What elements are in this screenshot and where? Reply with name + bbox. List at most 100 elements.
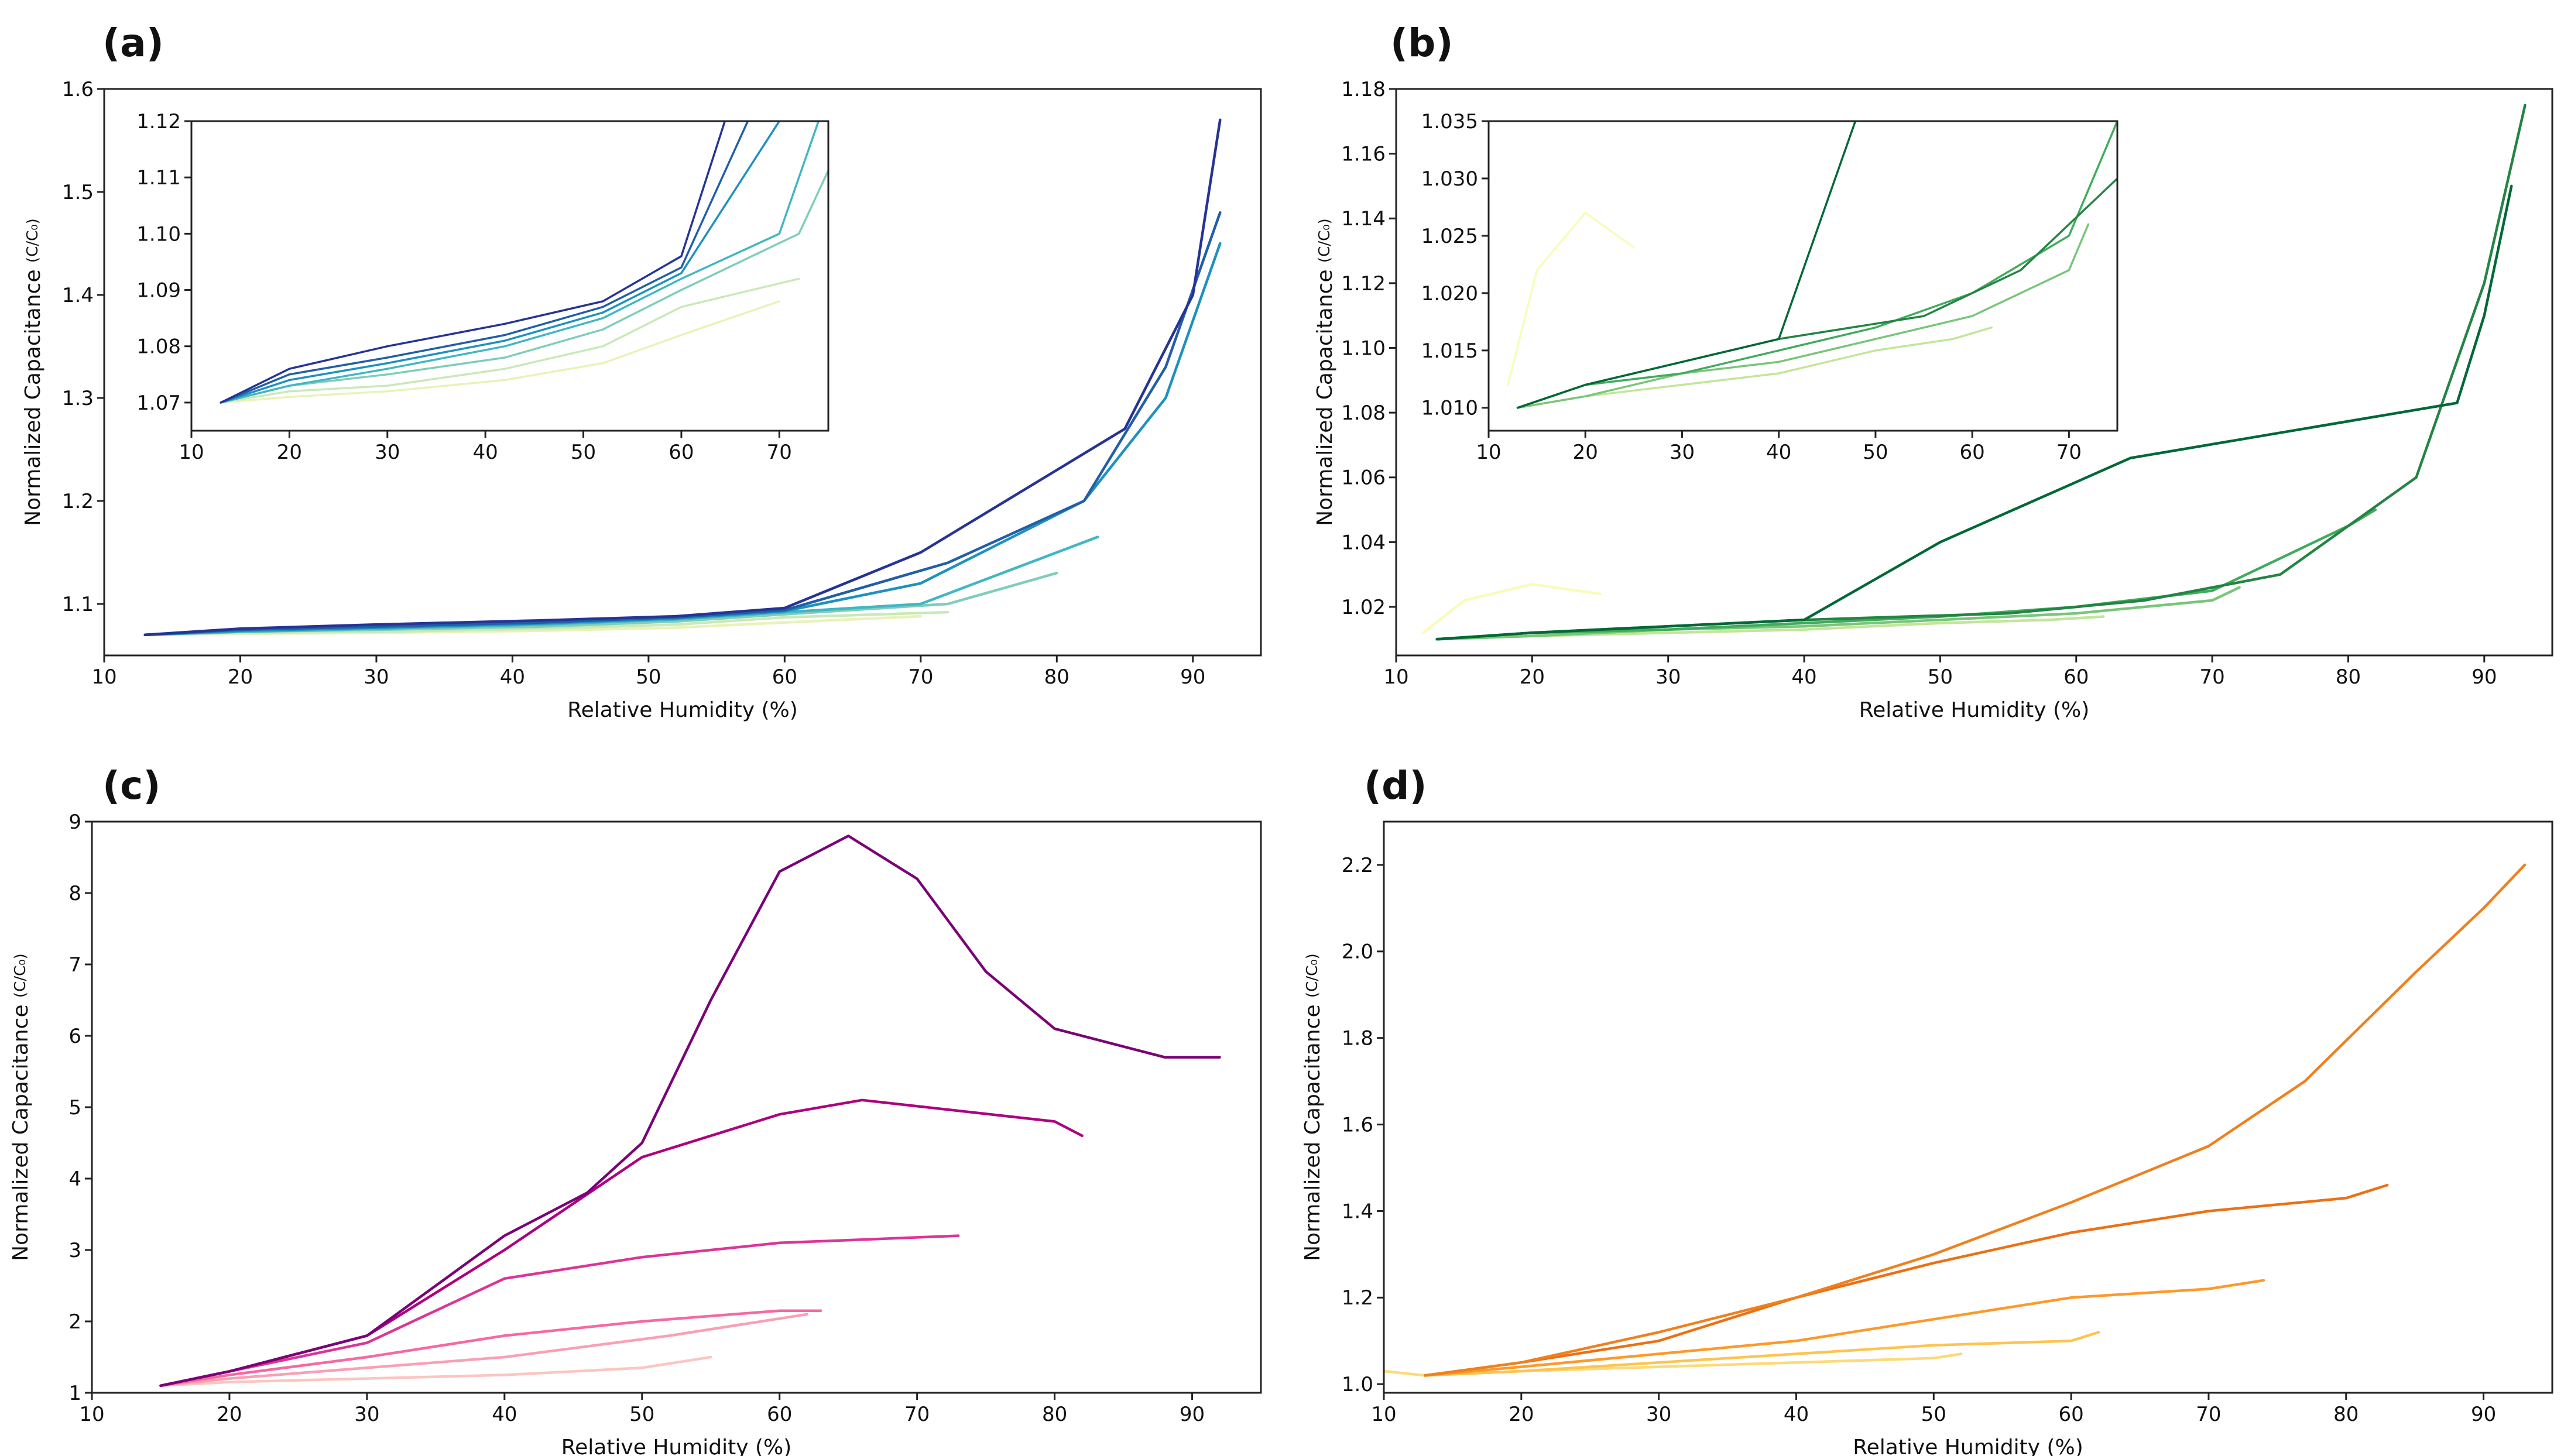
- panel-b-y-tick-label-3: 1.08: [1341, 401, 1386, 425]
- panel-label-b: (b): [1390, 20, 1454, 66]
- panel-b-series-cycle-4: [1435, 508, 2377, 641]
- panel-c-y-tick-label-5: 6: [68, 1025, 81, 1048]
- panel-d-x-tick-label-5: 60: [2058, 1403, 2083, 1426]
- panel-b-y-tick-label-4: 1.10: [1341, 336, 1386, 360]
- panel-d-x-tick-label-4: 50: [1921, 1403, 1946, 1426]
- panel-a-inset-series-cycle-5: [220, 121, 781, 404]
- panel-b-inset-x-tick-label-5: 60: [1960, 441, 1985, 464]
- panel-c-y-axis-label-fraction: (C/C₀): [12, 953, 29, 998]
- panel-d-series-cycle-4: [1424, 1183, 2389, 1377]
- panel-d-x-tick-label-8: 90: [2471, 1403, 2496, 1426]
- panel-label-a: (a): [102, 20, 164, 66]
- panel-a-inset-y-tick-label-3: 1.10: [136, 222, 181, 246]
- panel-c-x-tick-label-8: 90: [1180, 1403, 1205, 1426]
- panel-b-series-cycle-3: [1435, 586, 2241, 641]
- panel-d-y-axis-label: Normalized Capacitance (C/C₀): [1301, 953, 1325, 1261]
- panel-a-inset-x-tick-label-5: 60: [669, 441, 694, 464]
- panel-d-x-axis-label: Relative Humidity (%): [1853, 1436, 2083, 1456]
- panel-c-y-tick-label-8: 9: [68, 811, 81, 834]
- panel-b-inset-x-tick-label-1: 20: [1573, 441, 1598, 464]
- panel-a-inset-frame: [190, 120, 829, 432]
- panel-d-plot-frame: [1383, 820, 2553, 1394]
- panel-a-y-tick-label-5: 1.6: [62, 78, 94, 101]
- panel-a-y-tick-label-1: 1.2: [62, 490, 94, 513]
- panel-c-series-cycle-2: [159, 1313, 808, 1388]
- panel-a-series-cycle-6: [143, 211, 1222, 637]
- panel-a-y-tick-label-0: 1.1: [62, 593, 94, 616]
- panel-c-x-tick-label-1: 20: [217, 1403, 242, 1426]
- panel-b-x-tick-label-5: 60: [2063, 665, 2089, 689]
- panel-b-inset-x-tick-label-4: 50: [1863, 441, 1888, 464]
- panel-b-inset-y-tick-label-1: 1.015: [1421, 339, 1478, 363]
- panel-b-x-tick-label-2: 30: [1655, 665, 1681, 689]
- panel-a-inset-background: [191, 121, 828, 431]
- panel-a-inset-x-tick-label-4: 50: [571, 441, 596, 464]
- panel-a-inset-x-tick-label-3: 40: [473, 441, 498, 464]
- panel-c-x-tick-label-4: 50: [629, 1403, 654, 1426]
- panel-c-plot-frame: [91, 820, 1262, 1394]
- panel-d-x-tick-label-1: 20: [1509, 1403, 1534, 1426]
- panel-d-x-tick-label-0: 10: [1371, 1403, 1396, 1426]
- panel-a-inset-series-cycle-1: [220, 300, 781, 404]
- panel-b-inset-series-cycle-1: [1507, 211, 1635, 386]
- panel-b-inset-frame: [1487, 120, 2118, 432]
- panel-b-inset-x-tick-label-3: 40: [1766, 441, 1791, 464]
- panel-b-x-tick-label-8: 90: [2471, 665, 2497, 689]
- panel-a-x-tick-label-0: 10: [91, 665, 116, 689]
- panel-a-inset-x-tick-label-2: 30: [375, 441, 400, 464]
- panel-c-y-tick-label-0: 1: [68, 1382, 81, 1405]
- panel-b-y-tick-label-2: 1.06: [1341, 466, 1386, 490]
- panel-a-inset-x-tick-label-6: 70: [767, 441, 792, 464]
- panel-a-x-axis-label: Relative Humidity (%): [567, 698, 798, 722]
- panel-a-x-tick-label-8: 90: [1180, 665, 1205, 689]
- panel-b-series-cycle-1: [1422, 583, 1602, 634]
- panel-b-inset-series-cycle-3: [1516, 223, 2090, 409]
- panel-a-inset-y-tick-label-1: 1.08: [136, 335, 181, 359]
- panel-d-y-tick-label-5: 2.0: [1342, 940, 1373, 964]
- panel-d-y-tick-label-2: 1.4: [1342, 1200, 1373, 1223]
- panel-a-x-tick-label-3: 40: [500, 665, 525, 689]
- panel-c-series-cycle-1: [159, 1355, 712, 1388]
- panel-a-inset-y-tick-label-0: 1.07: [136, 392, 181, 415]
- panel-a-inset-x-tick-label-0: 10: [179, 441, 204, 464]
- panel-b-y-tick-label-1: 1.04: [1341, 531, 1386, 554]
- panel-label-c: (c): [102, 763, 160, 808]
- panel-b-y-tick-label-0: 1.02: [1341, 596, 1386, 619]
- panel-c-y-tick-label-2: 3: [68, 1239, 81, 1262]
- panel-a-x-tick-label-4: 50: [636, 665, 661, 689]
- panel-b-inset-x-tick-label-2: 30: [1670, 441, 1695, 464]
- panel-d-series-cycle-3: [1424, 1279, 2265, 1377]
- panel-label-d: (d): [1364, 763, 1427, 808]
- panel-c-series-cycle-4: [159, 1234, 960, 1388]
- panel-b-inset-series-cycle-4: [1516, 121, 2117, 409]
- panel-a-x-tick-label-6: 70: [908, 665, 933, 689]
- panel-a-inset-series-cycle-2: [220, 277, 800, 404]
- panel-c-y-tick-label-1: 2: [68, 1310, 81, 1334]
- panel-c-y-tick-label-3: 4: [68, 1167, 81, 1191]
- panel-c-y-tick-label-6: 7: [68, 953, 81, 977]
- panel-c-x-tick-label-6: 70: [904, 1403, 930, 1426]
- panel-a-inset-y-tick-label-4: 1.11: [136, 166, 181, 190]
- panel-c: 10 20 30 40 50 60 70 80 90 1 2 3 4 5 6 7 8 9 Relative Humi…: [9, 811, 1262, 1456]
- panel-c-x-tick-label-0: 10: [79, 1403, 104, 1426]
- panel-d-y-tick-label-4: 1.8: [1342, 1027, 1373, 1050]
- panel-d-series-cycle-5: [1424, 863, 2527, 1377]
- panel-d-x-tick-label-6: 70: [2196, 1403, 2221, 1426]
- panel-b-inset-series-cycle-6: [1516, 121, 1857, 409]
- panel-b-y-tick-label-7: 1.16: [1341, 143, 1386, 166]
- panel-a-x-tick-label-5: 60: [772, 665, 797, 689]
- panel-d-x-tick-label-7: 80: [2333, 1403, 2359, 1426]
- panel-c-x-tick-label-5: 60: [767, 1403, 792, 1426]
- panel-d-y-tick-label-1: 1.2: [1342, 1286, 1373, 1310]
- panel-d-series-cycle-2: [1424, 1331, 2100, 1377]
- panel-d-x-tick-label-2: 30: [1646, 1403, 1671, 1426]
- panel-d-y-tick-label-3: 1.6: [1342, 1113, 1373, 1136]
- panel-a-y-axis-label-fraction: (C/C₀): [24, 218, 42, 263]
- panel-c-y-tick-label-4: 5: [68, 1096, 81, 1120]
- panel-d-y-tick-label-6: 2.2: [1342, 854, 1373, 877]
- panel-b-inset-y-tick-label-4: 1.030: [1421, 167, 1478, 191]
- panel-b-inset-x-tick-label-6: 70: [2056, 441, 2082, 464]
- panel-c-x-tick-label-7: 80: [1042, 1403, 1067, 1426]
- panel-a-inset-x-tick-label-1: 20: [277, 441, 302, 464]
- panel-a-plot-frame: [103, 88, 1262, 657]
